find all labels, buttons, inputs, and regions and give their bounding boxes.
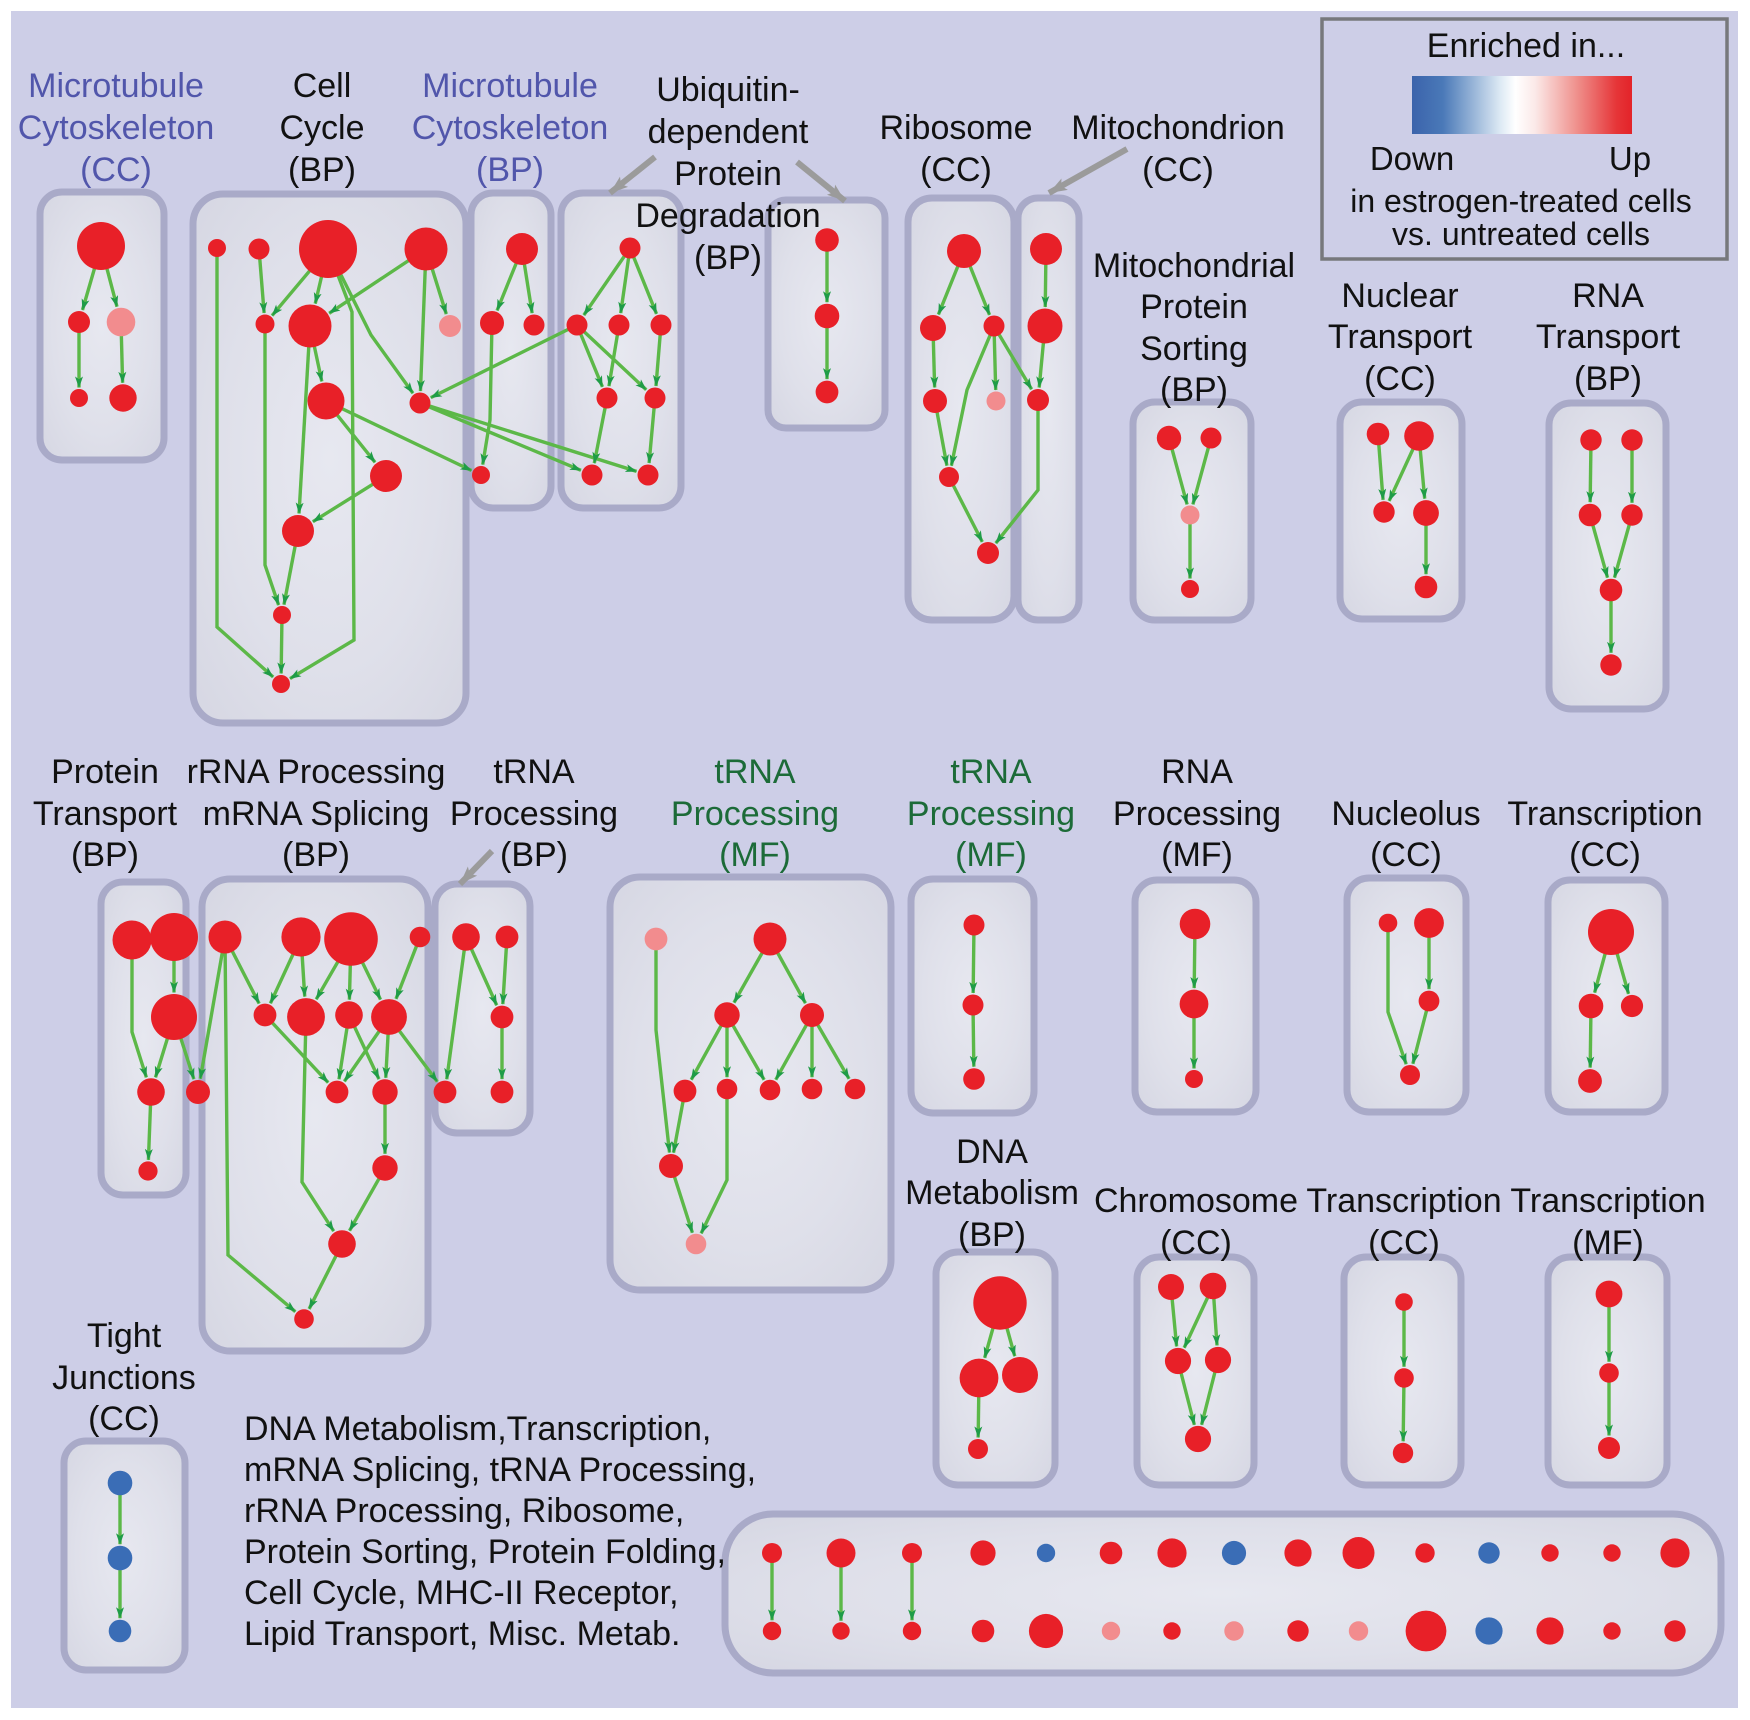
svg-text:Sorting: Sorting: [1140, 330, 1248, 368]
svg-text:(MF): (MF): [1572, 1224, 1644, 1262]
svg-text:(BP): (BP): [71, 836, 139, 874]
svg-text:(BP): (BP): [476, 151, 544, 189]
svg-text:(CC): (CC): [920, 151, 992, 189]
svg-text:(BP): (BP): [282, 836, 350, 874]
svg-text:(BP): (BP): [288, 151, 356, 189]
svg-text:(CC): (CC): [80, 151, 152, 189]
svg-text:Cell: Cell: [293, 67, 352, 105]
svg-text:Cycle: Cycle: [279, 109, 364, 147]
svg-text:Mitochondrial: Mitochondrial: [1093, 247, 1295, 285]
svg-text:Transcription: Transcription: [1507, 795, 1702, 833]
svg-text:tRNA: tRNA: [950, 753, 1032, 791]
svg-text:Transport: Transport: [33, 795, 178, 833]
svg-text:Protein: Protein: [1140, 288, 1248, 326]
svg-text:Processing: Processing: [671, 795, 839, 833]
svg-text:rRNA Processing, Ribosome,: rRNA Processing, Ribosome,: [244, 1492, 684, 1530]
svg-text:Up: Up: [1609, 140, 1651, 177]
svg-text:Protein: Protein: [674, 155, 782, 193]
svg-text:Processing: Processing: [450, 795, 618, 833]
svg-text:Junctions: Junctions: [52, 1359, 196, 1397]
svg-text:(CC): (CC): [1364, 360, 1436, 398]
svg-text:DNA: DNA: [956, 1133, 1028, 1171]
svg-text:DNA Metabolism,Transcription,: DNA Metabolism,Transcription,: [244, 1410, 711, 1448]
svg-text:Nuclear: Nuclear: [1341, 277, 1458, 315]
svg-text:Processing: Processing: [907, 795, 1075, 833]
svg-text:rRNA Processing: rRNA Processing: [187, 753, 446, 791]
svg-text:(CC): (CC): [1160, 1224, 1232, 1262]
svg-text:Enriched in...: Enriched in...: [1427, 27, 1625, 65]
svg-text:in estrogen-treated cells: in estrogen-treated cells: [1350, 183, 1692, 219]
svg-text:(MF): (MF): [1161, 836, 1233, 874]
svg-text:(CC): (CC): [1142, 151, 1214, 189]
svg-text:Protein: Protein: [51, 753, 159, 791]
svg-text:RNA: RNA: [1572, 277, 1644, 315]
svg-text:Microtubule: Microtubule: [422, 67, 598, 105]
svg-text:Microtubule: Microtubule: [28, 67, 204, 105]
svg-text:Ubiquitin-: Ubiquitin-: [656, 71, 800, 109]
svg-text:mRNA Splicing: mRNA Splicing: [203, 795, 430, 833]
svg-text:Metabolism: Metabolism: [905, 1174, 1079, 1212]
svg-text:Tight: Tight: [87, 1317, 162, 1355]
svg-text:Transcription: Transcription: [1510, 1182, 1705, 1220]
svg-text:Mitochondrion: Mitochondrion: [1071, 109, 1285, 147]
svg-text:Protein Sorting, Protein Foldi: Protein Sorting, Protein Folding,: [244, 1533, 726, 1571]
svg-text:(BP): (BP): [1160, 371, 1228, 409]
svg-text:dependent: dependent: [648, 113, 809, 151]
svg-text:(MF): (MF): [955, 836, 1027, 874]
svg-text:(CC): (CC): [1569, 836, 1641, 874]
svg-text:Cytoskeleton: Cytoskeleton: [412, 109, 609, 147]
svg-text:(CC): (CC): [88, 1400, 160, 1438]
svg-text:(CC): (CC): [1370, 836, 1442, 874]
svg-text:Lipid Transport, Misc. Metab.: Lipid Transport, Misc. Metab.: [244, 1615, 681, 1653]
svg-text:(CC): (CC): [1368, 1224, 1440, 1262]
svg-text:(BP): (BP): [694, 239, 762, 277]
svg-text:Ribosome: Ribosome: [879, 109, 1032, 147]
svg-text:(BP): (BP): [1574, 360, 1642, 398]
svg-text:Down: Down: [1370, 140, 1454, 177]
svg-text:mRNA Splicing, tRNA Processing: mRNA Splicing, tRNA Processing,: [244, 1451, 756, 1489]
svg-text:RNA: RNA: [1161, 753, 1233, 791]
svg-text:Processing: Processing: [1113, 795, 1281, 833]
svg-text:Chromosome: Chromosome: [1094, 1182, 1298, 1220]
svg-text:Transport: Transport: [1536, 318, 1681, 356]
svg-text:(BP): (BP): [500, 836, 568, 874]
svg-text:(MF): (MF): [719, 836, 791, 874]
svg-text:Cell Cycle, MHC-II Receptor,: Cell Cycle, MHC-II Receptor,: [244, 1574, 679, 1612]
svg-text:(BP): (BP): [958, 1216, 1026, 1254]
svg-text:tRNA: tRNA: [493, 753, 575, 791]
svg-text:Cytoskeleton: Cytoskeleton: [18, 109, 215, 147]
svg-text:Degradation: Degradation: [635, 197, 820, 235]
svg-text:Transcription: Transcription: [1306, 1182, 1501, 1220]
svg-text:vs. untreated cells: vs. untreated cells: [1392, 216, 1650, 252]
svg-text:Transport: Transport: [1328, 318, 1473, 356]
svg-text:Nucleolus: Nucleolus: [1331, 795, 1480, 833]
svg-text:tRNA: tRNA: [714, 753, 796, 791]
